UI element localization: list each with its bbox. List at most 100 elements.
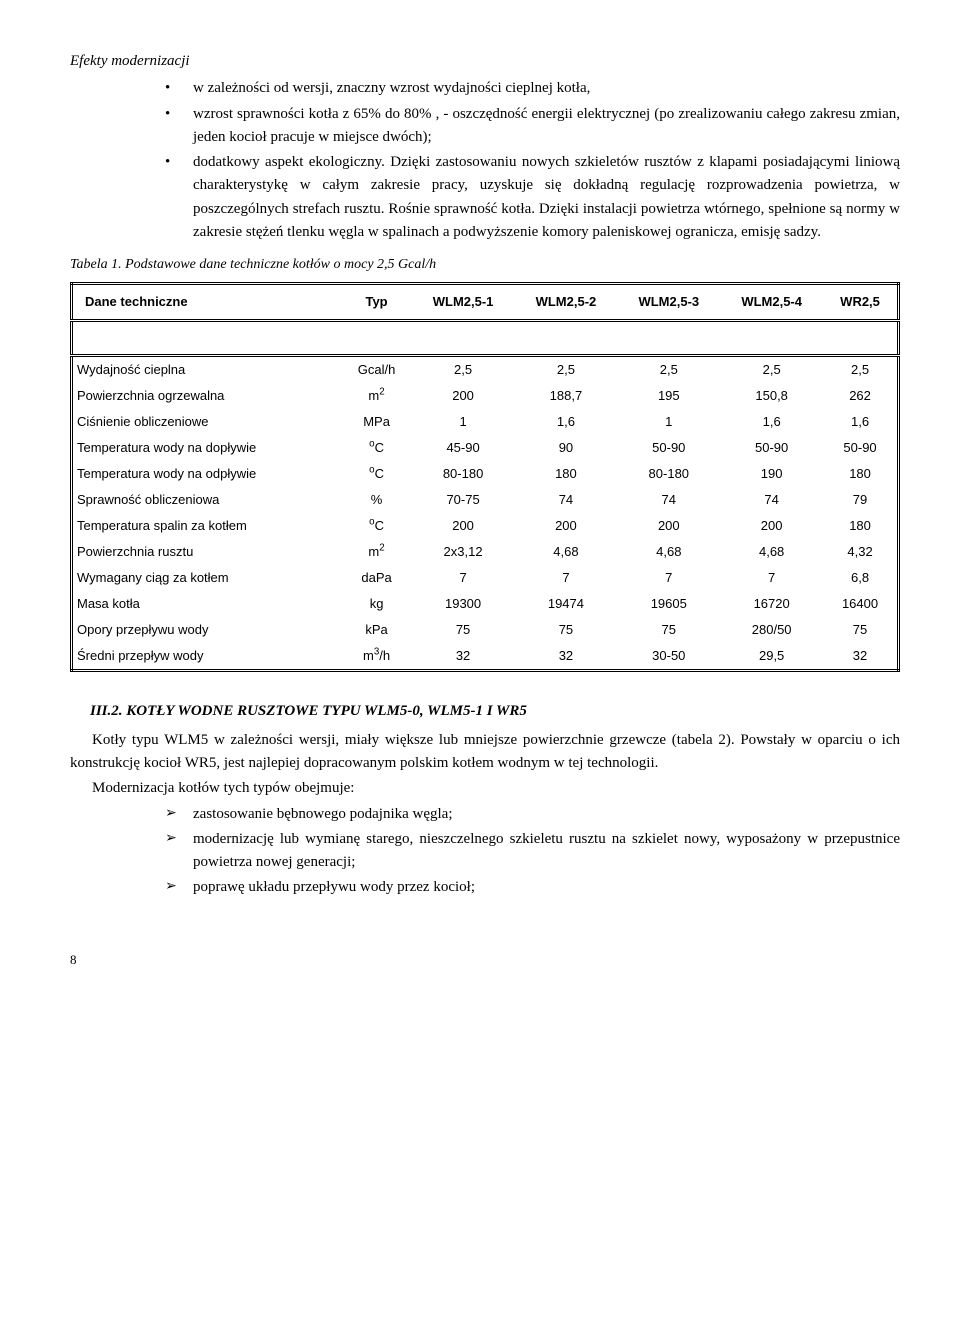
table-row: Ciśnienie obliczenioweMPa11,611,61,6 <box>72 409 899 435</box>
table-value-cell: 280/50 <box>720 617 823 643</box>
table-value-cell: 1,6 <box>823 409 898 435</box>
table-value-cell: 2x3,12 <box>412 539 515 565</box>
table-header-cell: WR2,5 <box>823 283 898 320</box>
table-value-cell: 200 <box>515 513 618 539</box>
paragraph: Modernizacja kotłów tych typów obejmuje: <box>70 777 900 800</box>
table-value-cell: 1 <box>617 409 720 435</box>
table-value-cell: 150,8 <box>720 383 823 409</box>
table-value-cell: 30-50 <box>617 643 720 671</box>
table-value-cell: 2,5 <box>515 355 618 383</box>
table-row-label: Powierzchnia ogrzewalna <box>72 383 342 409</box>
table-unit-cell: daPa <box>341 565 411 591</box>
table-value-cell: 2,5 <box>823 355 898 383</box>
table-row: Temperatura wody na odpływieoC80-1801808… <box>72 461 899 487</box>
table-value-cell: 7 <box>412 565 515 591</box>
table-unit-cell: kPa <box>341 617 411 643</box>
table-value-cell: 188,7 <box>515 383 618 409</box>
table-value-cell: 190 <box>720 461 823 487</box>
table-value-cell: 74 <box>515 487 618 513</box>
table-value-cell: 180 <box>823 461 898 487</box>
table-row-label: Średni przepływ wody <box>72 643 342 671</box>
table-unit-cell: m2 <box>341 383 411 409</box>
table-row-label: Opory przepływu wody <box>72 617 342 643</box>
table-value-cell: 74 <box>617 487 720 513</box>
table-row-label: Temperatura wody na odpływie <box>72 461 342 487</box>
table-value-cell: 75 <box>412 617 515 643</box>
table-row: Sprawność obliczeniowa%70-7574747479 <box>72 487 899 513</box>
table-header-row: Dane techniczneTypWLM2,5-1WLM2,5-2WLM2,5… <box>72 283 899 320</box>
table-value-cell: 262 <box>823 383 898 409</box>
table-value-cell: 2,5 <box>617 355 720 383</box>
table-value-cell: 180 <box>515 461 618 487</box>
table-row: Wydajność cieplnaGcal/h2,52,52,52,52,5 <box>72 355 899 383</box>
table-value-cell: 50-90 <box>617 435 720 461</box>
table-value-cell: 200 <box>412 383 515 409</box>
table-value-cell: 75 <box>617 617 720 643</box>
table-row: Powierzchnia ogrzewalnam2200188,7195150,… <box>72 383 899 409</box>
table-value-cell: 75 <box>515 617 618 643</box>
table-row: Wymagany ciąg za kotłemdaPa77776,8 <box>72 565 899 591</box>
table-value-cell: 7 <box>515 565 618 591</box>
table-header-cell: WLM2,5-4 <box>720 283 823 320</box>
table-value-cell: 74 <box>720 487 823 513</box>
table-value-cell: 29,5 <box>720 643 823 671</box>
table-header-cell: Typ <box>341 283 411 320</box>
table-value-cell: 4,68 <box>617 539 720 565</box>
table-unit-cell: % <box>341 487 411 513</box>
table-value-cell: 4,32 <box>823 539 898 565</box>
table-value-cell: 200 <box>720 513 823 539</box>
table-caption: Tabela 1. Podstawowe dane techniczne kot… <box>70 254 900 276</box>
table-value-cell: 180 <box>823 513 898 539</box>
table-header-cell: WLM2,5-1 <box>412 283 515 320</box>
table-unit-cell: oC <box>341 513 411 539</box>
table-unit-cell: m3/h <box>341 643 411 671</box>
table-header-cell: WLM2,5-2 <box>515 283 618 320</box>
table-row: Średni przepływ wodym3/h323230-5029,532 <box>72 643 899 671</box>
arrow-item: poprawę układu przepływu wody przez koci… <box>165 876 900 899</box>
table-value-cell: 2,5 <box>720 355 823 383</box>
table-value-cell: 4,68 <box>720 539 823 565</box>
table-value-cell: 32 <box>515 643 618 671</box>
table-value-cell: 70-75 <box>412 487 515 513</box>
table-row-label: Sprawność obliczeniowa <box>72 487 342 513</box>
table-row: Masa kotłakg1930019474196051672016400 <box>72 591 899 617</box>
table-row: Temperatura spalin za kotłemoC2002002002… <box>72 513 899 539</box>
table-unit-cell: kg <box>341 591 411 617</box>
table-unit-cell: oC <box>341 435 411 461</box>
table-value-cell: 80-180 <box>412 461 515 487</box>
section-subheading: Efekty modernizacji <box>70 50 900 73</box>
table-row-label: Ciśnienie obliczeniowe <box>72 409 342 435</box>
paragraph: Kotły typu WLM5 w zależności wersji, mia… <box>70 729 900 776</box>
table-unit-cell: oC <box>341 461 411 487</box>
table-row-label: Powierzchnia rusztu <box>72 539 342 565</box>
table-value-cell: 19474 <box>515 591 618 617</box>
table-body: Wydajność cieplnaGcal/h2,52,52,52,52,5Po… <box>72 320 899 670</box>
page-number: 8 <box>70 950 900 970</box>
table-row: Opory przepływu wodykPa757575280/5075 <box>72 617 899 643</box>
table-row-label: Temperatura wody na dopływie <box>72 435 342 461</box>
arrow-item: zastosowanie bębnowego podajnika węgla; <box>165 803 900 826</box>
arrow-list: zastosowanie bębnowego podajnika węgla;m… <box>70 803 900 900</box>
table-value-cell: 7 <box>617 565 720 591</box>
table-header-cell: WLM2,5-3 <box>617 283 720 320</box>
table-value-cell: 32 <box>412 643 515 671</box>
table-row-label: Wymagany ciąg za kotłem <box>72 565 342 591</box>
table-value-cell: 90 <box>515 435 618 461</box>
bullet-item: wzrost sprawności kotła z 65% do 80% , -… <box>165 103 900 150</box>
table-value-cell: 1 <box>412 409 515 435</box>
bullet-list: w zależności od wersji, znaczny wzrost w… <box>70 77 900 244</box>
table-value-cell: 79 <box>823 487 898 513</box>
table-row: Powierzchnia rusztum22x3,124,684,684,684… <box>72 539 899 565</box>
section-heading: III.2. KOTŁY WODNE RUSZTOWE TYPU WLM5-0,… <box>90 700 900 723</box>
table-row-label: Masa kotła <box>72 591 342 617</box>
bullet-item: dodatkowy aspekt ekologiczny. Dzięki zas… <box>165 151 900 244</box>
table-value-cell: 19300 <box>412 591 515 617</box>
bullet-item: w zależności od wersji, znaczny wzrost w… <box>165 77 900 100</box>
table-value-cell: 50-90 <box>720 435 823 461</box>
table-value-cell: 80-180 <box>617 461 720 487</box>
table-value-cell: 32 <box>823 643 898 671</box>
arrow-item: modernizację lub wymianę starego, nieszc… <box>165 828 900 875</box>
table-value-cell: 200 <box>412 513 515 539</box>
table-unit-cell: m2 <box>341 539 411 565</box>
table-row: Temperatura wody na dopływieoC45-909050-… <box>72 435 899 461</box>
